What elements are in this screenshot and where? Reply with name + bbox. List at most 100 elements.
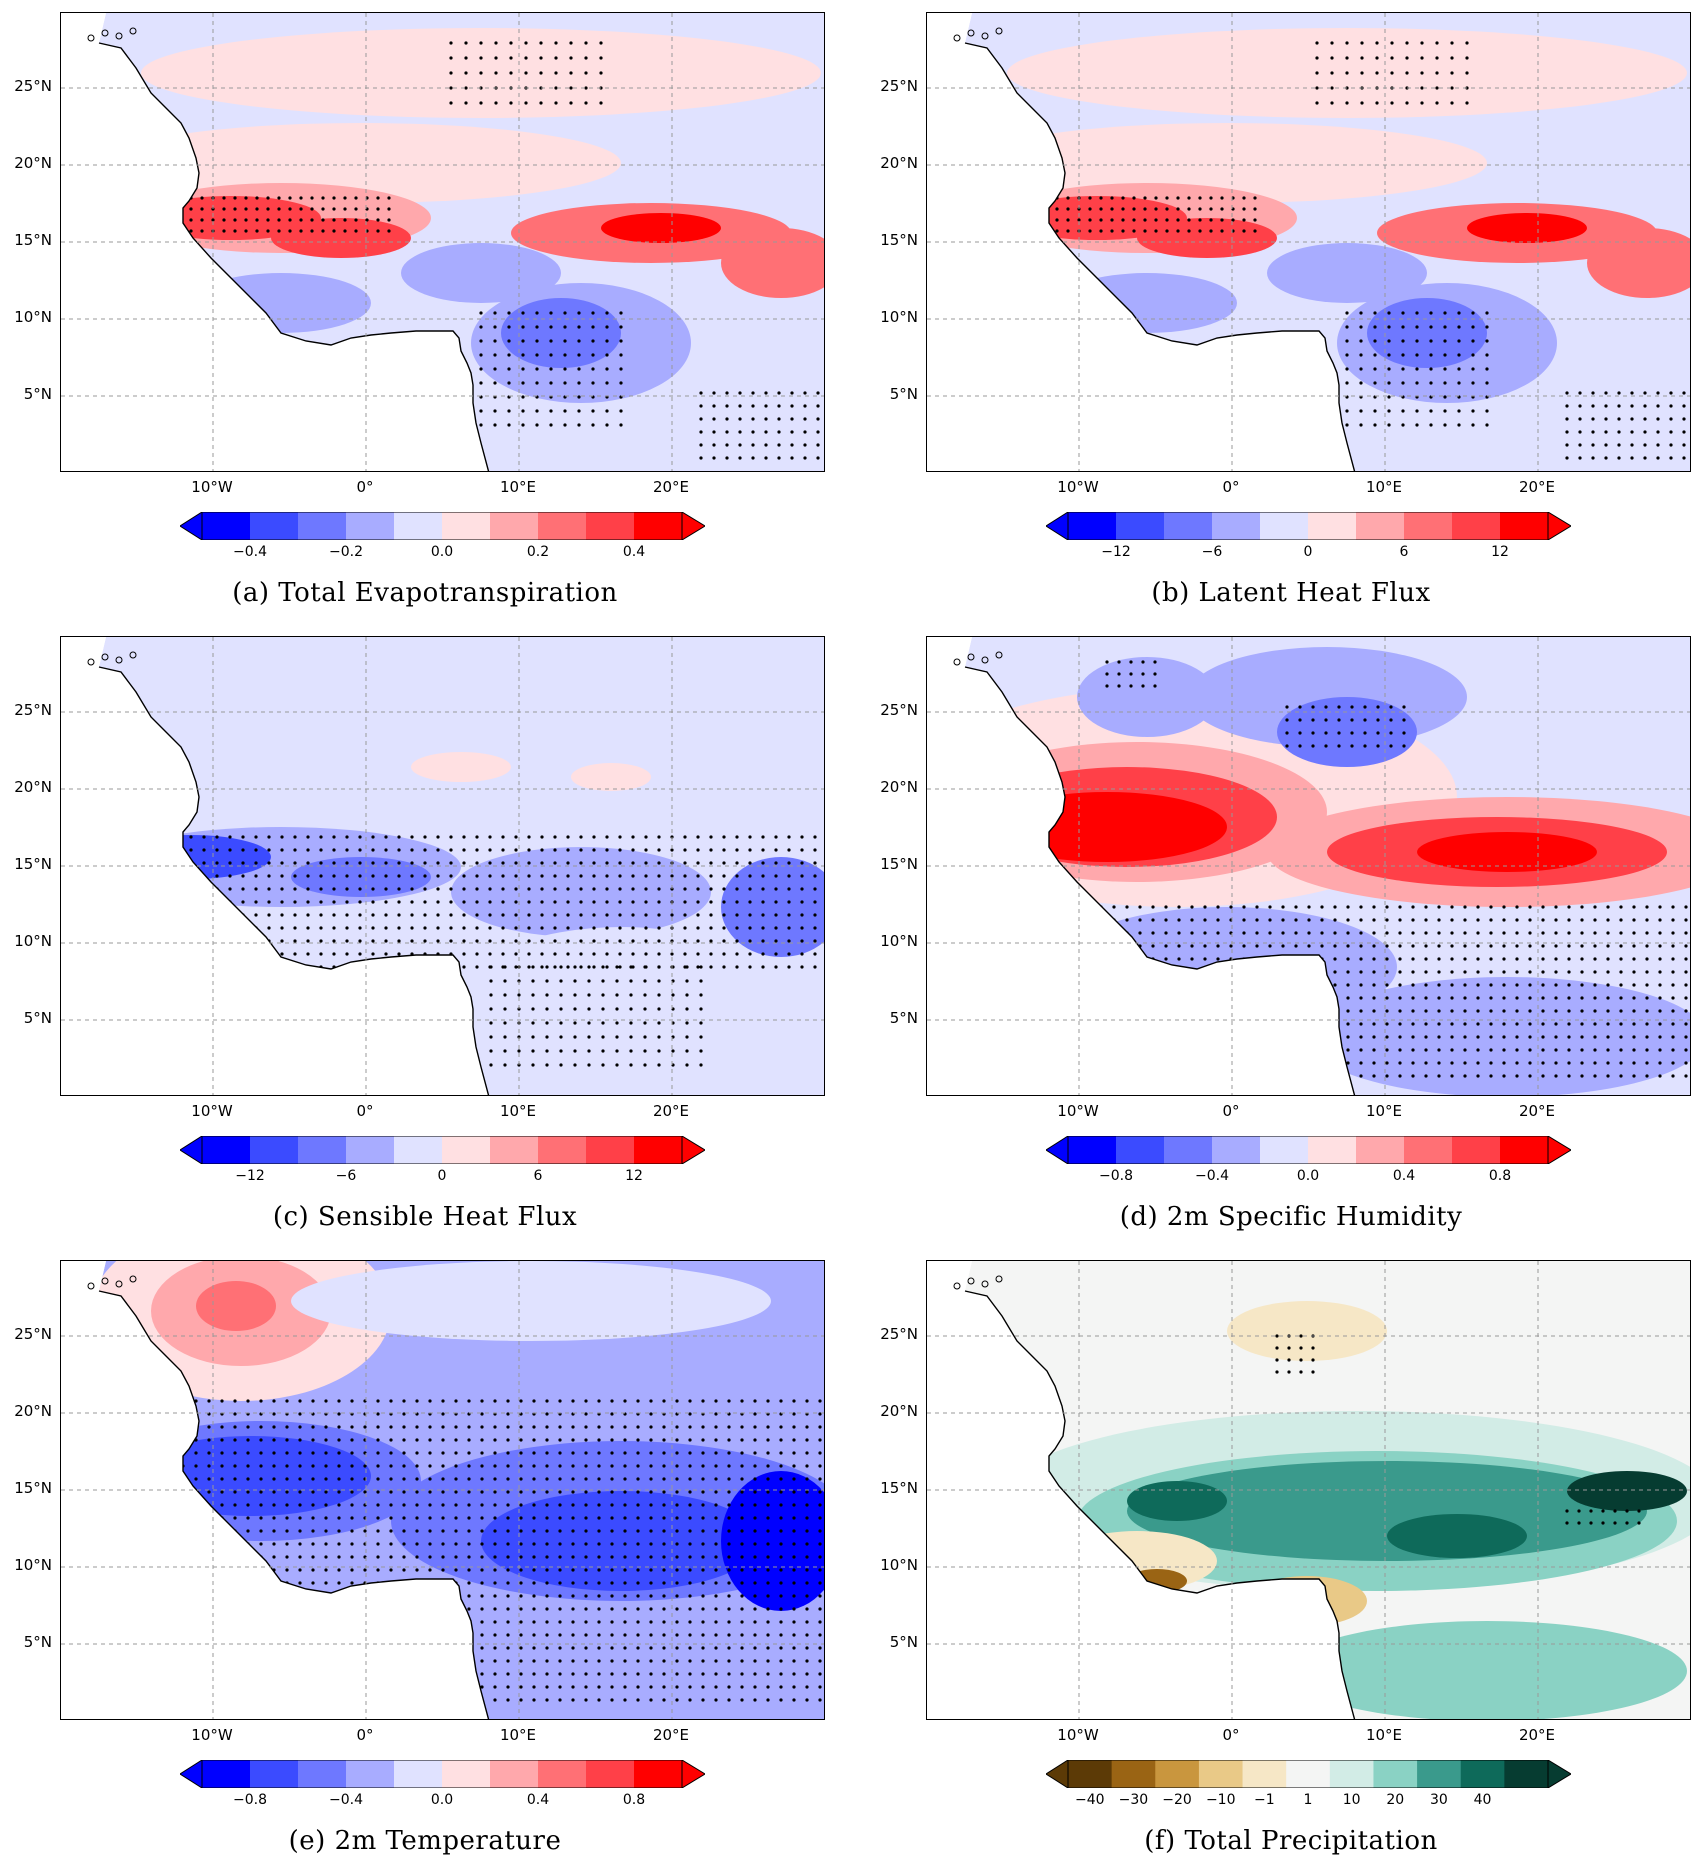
significance-dot: [1671, 957, 1675, 961]
significance-dot: [345, 913, 349, 917]
significance-dot: [1376, 731, 1380, 735]
significance-dot: [571, 1646, 575, 1650]
significance-dot: [675, 1685, 679, 1689]
significance-dot: [714, 1490, 718, 1494]
significance-dot: [272, 1451, 276, 1455]
colorbar-bin: [634, 512, 683, 540]
significance-dot: [592, 952, 596, 956]
significance-dot: [573, 1049, 577, 1053]
significance-dot: [449, 71, 453, 75]
significance-dot: [306, 887, 310, 891]
significance-dot: [685, 1021, 689, 1025]
significance-dot: [1346, 918, 1350, 922]
significance-dot: [350, 1516, 354, 1520]
significance-dot: [259, 1399, 263, 1403]
significance-dot: [779, 1659, 783, 1663]
significance-dot: [722, 926, 726, 930]
significance-dot: [662, 1516, 666, 1520]
significance-dot: [563, 325, 567, 329]
significance-dot: [1515, 957, 1519, 961]
significance-dot: [311, 1503, 315, 1507]
significance-dot: [657, 1049, 661, 1053]
significance-dot: [800, 835, 804, 839]
significance-dot: [649, 1464, 653, 1468]
significance-dot: [587, 1063, 591, 1067]
significance-dot: [1315, 86, 1319, 90]
significance-dot: [649, 1672, 653, 1676]
significance-dot: [683, 887, 687, 891]
significance-dot: [1632, 1061, 1636, 1065]
significance-dot: [571, 1516, 575, 1520]
colorbar-tick-label: 0.0: [1296, 1168, 1320, 1184]
significance-dot: [1554, 1035, 1558, 1039]
significance-dot: [493, 353, 497, 357]
significance-dot: [657, 952, 661, 956]
significance-dot: [539, 101, 543, 105]
significance-dot: [488, 861, 492, 865]
significance-dot: [1613, 1521, 1617, 1525]
significance-dot: [813, 887, 817, 891]
significance-dot: [591, 339, 595, 343]
colorbar-bin: [394, 512, 443, 540]
significance-dot: [506, 1542, 510, 1546]
significance-dot: [725, 443, 729, 447]
significance-dot: [657, 887, 661, 891]
colorbar-outline: [1067, 512, 1549, 540]
significance-dot: [1242, 944, 1246, 948]
significance-dot: [1489, 1009, 1493, 1013]
significance-dot: [813, 900, 817, 904]
significance-dot: [714, 1451, 718, 1455]
significance-dot: [675, 1620, 679, 1624]
significance-dot: [727, 1451, 731, 1455]
significance-dot: [415, 1464, 419, 1468]
significance-dot: [397, 887, 401, 891]
significance-dot: [1385, 1035, 1389, 1039]
significance-dot: [714, 1438, 718, 1442]
significance-dot: [233, 1516, 237, 1520]
significance-dot: [1684, 1035, 1688, 1039]
colorbar-bin: [1286, 1760, 1331, 1788]
lat-tick-label: 25°N: [880, 1325, 918, 1343]
significance-dot: [489, 965, 493, 969]
ocean-mask: [927, 13, 1355, 471]
significance-dot: [233, 1451, 237, 1455]
lon-tick-label: 0°: [356, 1102, 374, 1120]
significance-dot: [1345, 381, 1349, 385]
significance-dot: [1578, 443, 1582, 447]
significance-dot: [597, 1672, 601, 1676]
significance-dot: [662, 1425, 666, 1429]
significance-dot: [1315, 41, 1319, 45]
significance-dot: [714, 1477, 718, 1481]
significance-dot: [1632, 996, 1636, 1000]
colorbar-tick-label: 0.4: [526, 1792, 550, 1808]
significance-dot: [376, 1568, 380, 1572]
significance-dot: [462, 848, 466, 852]
significance-dot: [777, 404, 781, 408]
significance-dot: [1437, 1022, 1441, 1026]
significance-dot: [545, 1412, 549, 1416]
significance-dot: [545, 1021, 549, 1025]
significance-dot: [441, 1568, 445, 1572]
significance-dot: [688, 1425, 692, 1429]
significance-dot: [1424, 983, 1428, 987]
significance-dot: [1502, 996, 1506, 1000]
significance-dot: [649, 1438, 653, 1442]
significance-dot: [1502, 957, 1506, 961]
significance-dot: [506, 1438, 510, 1442]
significance-dot: [657, 861, 661, 865]
significance-dot: [631, 913, 635, 917]
significance-dot: [696, 861, 700, 865]
significance-dot: [1372, 905, 1376, 909]
significance-dot: [324, 1438, 328, 1442]
significance-dot: [683, 861, 687, 865]
significance-dot: [1450, 1048, 1454, 1052]
significance-dot: [1373, 353, 1377, 357]
significance-dot: [363, 1464, 367, 1468]
significance-dot: [559, 993, 563, 997]
lon-tick-label: 10°W: [1057, 478, 1099, 496]
significance-dot: [228, 835, 232, 839]
colorbar-outline: [1067, 1136, 1549, 1164]
significance-dot: [1502, 1022, 1506, 1026]
significance-dot: [605, 913, 609, 917]
significance-dot: [410, 874, 414, 878]
